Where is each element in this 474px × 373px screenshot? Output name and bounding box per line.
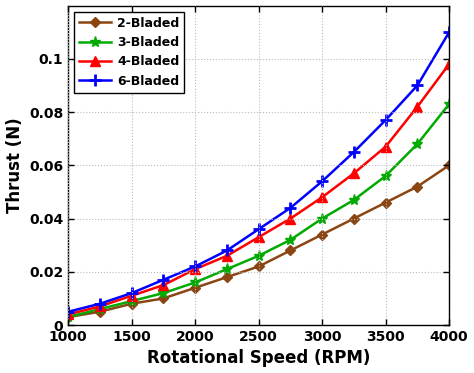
2-Bladed <box>224 275 230 279</box>
4-Bladed <box>161 283 166 287</box>
3-Bladed <box>129 299 135 303</box>
3-Bladed <box>161 291 166 295</box>
3-Bladed <box>447 102 452 106</box>
6-Bladed <box>224 248 230 253</box>
6-Bladed <box>161 278 166 282</box>
4-Bladed <box>256 235 262 239</box>
4-Bladed <box>288 216 293 221</box>
3-Bladed <box>319 216 325 221</box>
4-Bladed <box>224 254 230 258</box>
6-Bladed <box>65 310 71 314</box>
4-Bladed <box>319 195 325 200</box>
2-Bladed <box>351 216 357 221</box>
2-Bladed <box>256 264 262 269</box>
6-Bladed <box>288 206 293 210</box>
2-Bladed <box>161 296 166 301</box>
2-Bladed <box>129 301 135 306</box>
4-Bladed <box>447 62 452 66</box>
2-Bladed <box>383 200 389 205</box>
2-Bladed <box>319 232 325 237</box>
6-Bladed <box>256 227 262 231</box>
2-Bladed <box>288 248 293 253</box>
Line: 2-Bladed: 2-Bladed <box>65 162 453 320</box>
4-Bladed <box>415 104 420 109</box>
6-Bladed <box>129 291 135 295</box>
6-Bladed <box>97 301 103 306</box>
6-Bladed <box>351 150 357 154</box>
3-Bladed <box>192 280 198 285</box>
4-Bladed <box>65 312 71 317</box>
3-Bladed <box>224 267 230 272</box>
4-Bladed <box>383 144 389 149</box>
6-Bladed <box>415 83 420 88</box>
4-Bladed <box>351 171 357 176</box>
Line: 3-Bladed: 3-Bladed <box>63 98 455 323</box>
6-Bladed <box>192 264 198 269</box>
2-Bladed <box>192 285 198 290</box>
Y-axis label: Thrust (N): Thrust (N) <box>6 117 24 213</box>
3-Bladed <box>383 174 389 178</box>
Line: 4-Bladed: 4-Bladed <box>64 59 454 319</box>
4-Bladed <box>97 304 103 308</box>
2-Bladed <box>447 163 452 167</box>
2-Bladed <box>415 184 420 189</box>
4-Bladed <box>192 267 198 272</box>
3-Bladed <box>256 254 262 258</box>
4-Bladed <box>129 294 135 298</box>
3-Bladed <box>65 315 71 319</box>
3-Bladed <box>415 142 420 146</box>
2-Bladed <box>97 310 103 314</box>
6-Bladed <box>319 179 325 184</box>
6-Bladed <box>447 30 452 34</box>
X-axis label: Rotational Speed (RPM): Rotational Speed (RPM) <box>147 350 370 367</box>
3-Bladed <box>288 238 293 242</box>
3-Bladed <box>351 198 357 202</box>
2-Bladed <box>65 315 71 319</box>
6-Bladed <box>383 118 389 122</box>
3-Bladed <box>97 307 103 311</box>
Line: 6-Bladed: 6-Bladed <box>63 26 455 317</box>
Legend: 2-Bladed, 3-Bladed, 4-Bladed, 6-Bladed: 2-Bladed, 3-Bladed, 4-Bladed, 6-Bladed <box>74 12 184 93</box>
